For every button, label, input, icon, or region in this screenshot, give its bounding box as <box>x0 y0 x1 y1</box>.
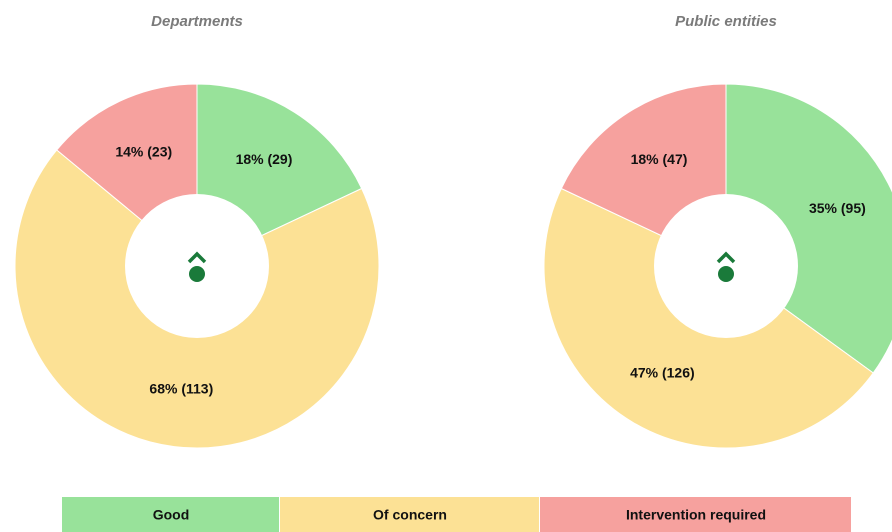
chart-title: Public entities <box>675 13 777 30</box>
slice <box>725 83 892 374</box>
chart-title: Departments <box>151 13 243 30</box>
center-icon <box>125 194 269 338</box>
data-label: 47% (126) <box>630 364 695 380</box>
legend-swatch <box>62 497 279 532</box>
center-icon <box>654 194 798 338</box>
data-label: 68% (113) <box>149 381 213 397</box>
data-label: 14% (23) <box>115 144 172 160</box>
legend-label: Of concern <box>373 507 447 523</box>
data-label: 18% (29) <box>236 151 293 167</box>
legend: Good Of concern Intervention required <box>62 497 851 532</box>
data-label: 35% (95) <box>809 200 866 216</box>
legend-swatch <box>280 497 539 532</box>
legend-swatch <box>540 497 851 532</box>
legend-label: Good <box>153 507 190 523</box>
data-label: 18% (47) <box>631 151 688 167</box>
legend-label: Intervention required <box>626 507 766 523</box>
